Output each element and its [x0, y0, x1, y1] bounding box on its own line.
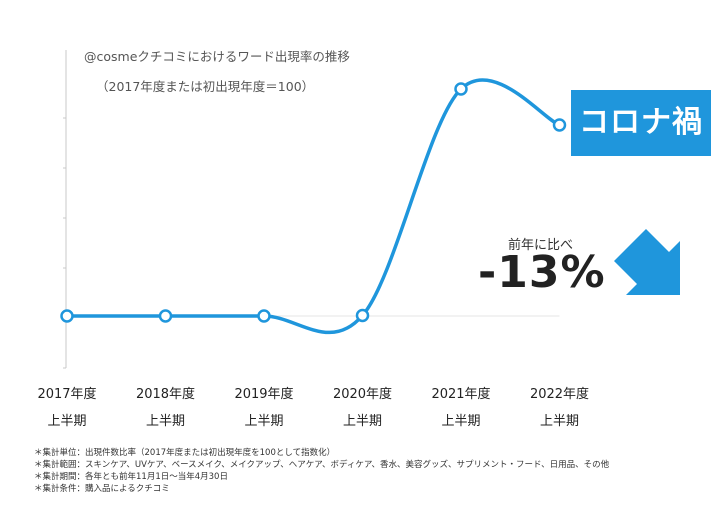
footnote: ＊集計条件：購入品によるクチコミ [34, 484, 170, 494]
x-tick-label-year: 2022年度 [529, 387, 590, 402]
x-tick-label-year: 2021年度 [431, 387, 491, 402]
data-point [552, 118, 567, 132]
x-tick-label-year: 2020年度 [332, 387, 393, 402]
chart-subtitle-line-1: @cosmeクチコミにおけるワード出現率の推移 [84, 49, 350, 64]
chart-series [60, 78, 567, 335]
footnotes: ＊集計単位：出現件数比率（2017年度または初出現年度を100として指数化） ＊… [34, 447, 609, 495]
x-tick-label-period: 上半期 [441, 414, 481, 429]
x-tick-label-period: 上半期 [47, 414, 87, 429]
footnote: ＊集計期間：各年とも前年11月1日〜当年4月30日 [34, 472, 228, 482]
data-point [158, 309, 173, 323]
data-point [355, 308, 370, 323]
change-value: -13% [478, 247, 606, 298]
footnote: ＊集計単位：出現件数比率（2017年度または初出現年度を100として指数化） [34, 448, 336, 458]
chart-subtitle-line-2: （2017年度または初出現年度＝100） [96, 79, 315, 94]
x-tick-label-year: 2018年度 [135, 387, 196, 402]
chart-subtitle: @cosmeクチコミにおけるワード出現率の推移 （2017年度または初出現年度＝… [84, 48, 350, 96]
x-tick-label-period: 上半期 [539, 414, 579, 429]
footnote: ＊集計範囲：スキンケア、UVケア、ベースメイク、メイクアップ、ヘアケア、ボディケ… [34, 460, 610, 470]
x-tick-label-year: 2017年度 [37, 387, 97, 402]
x-tick-label-period: 上半期 [244, 414, 284, 429]
x-tick-label-period: 上半期 [145, 414, 185, 429]
down-right-arrow-icon [614, 229, 680, 295]
x-tick-label-period: 上半期 [342, 414, 382, 429]
covid-badge: コロナ禍 [571, 90, 711, 156]
x-tick-label-year: 2019年度 [234, 387, 294, 402]
chart-axes [63, 50, 560, 369]
data-point [454, 82, 468, 96]
compare-label: 前年に比べ [508, 238, 574, 253]
data-point [257, 309, 271, 323]
data-point [60, 309, 74, 323]
